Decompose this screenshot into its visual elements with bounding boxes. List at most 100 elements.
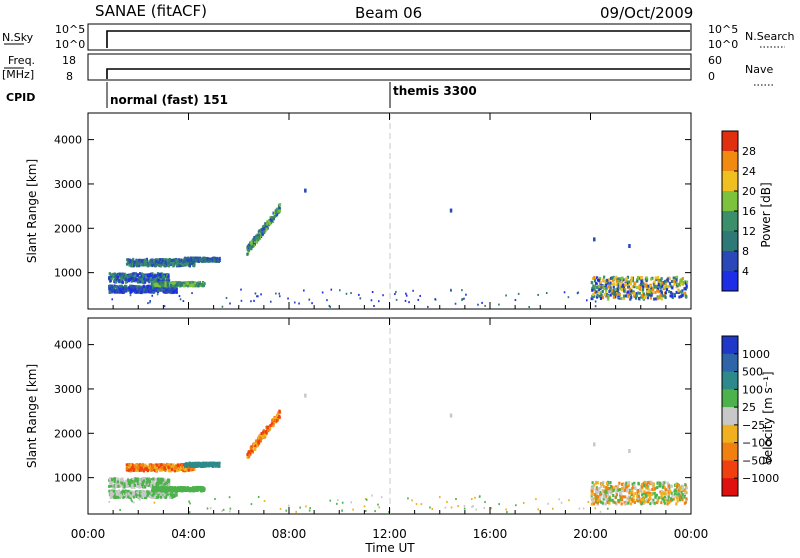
colorbar-segment (722, 353, 738, 373)
echo-cell (151, 286, 154, 290)
echo-cell (269, 300, 272, 303)
echo-cell (278, 295, 281, 298)
echo-cell (192, 264, 196, 268)
echo-cell (649, 296, 653, 300)
echo-cell (599, 296, 603, 300)
echo-cell (159, 272, 162, 276)
echo-cell (270, 215, 273, 219)
echo-cell (136, 479, 139, 483)
echo-cell (174, 281, 177, 285)
echo-cell (159, 275, 162, 279)
echo-cell (506, 511, 508, 514)
echo-cell (378, 506, 380, 509)
echo-cell (364, 498, 367, 501)
echo-cell (622, 296, 626, 300)
echo-cell (140, 468, 143, 472)
echo-cell (108, 276, 111, 280)
echo-cell (144, 478, 147, 482)
echo-cell (330, 288, 333, 291)
echo-cell (276, 208, 279, 212)
echo-cell (128, 463, 131, 467)
echo-cell (609, 286, 612, 290)
echo-cell (634, 296, 638, 300)
echo-cell (629, 297, 632, 301)
echo-cell (605, 294, 608, 298)
echo-cell (130, 492, 133, 496)
echo-cell (124, 284, 127, 288)
echo-cell (157, 288, 160, 292)
echo-cell (661, 497, 664, 501)
echo-cell (627, 484, 630, 488)
echo-cell (250, 300, 252, 303)
echo-cell (169, 496, 172, 500)
echo-cell (660, 281, 663, 285)
echo-cell (616, 489, 619, 493)
echo-cell (156, 258, 159, 262)
echo-cell (145, 285, 148, 289)
echo-cell (147, 484, 150, 488)
echo-cell (659, 289, 662, 293)
echo-cell (547, 502, 550, 505)
echo-cell (637, 291, 640, 295)
echo-cell (195, 258, 198, 262)
echo-cell (658, 481, 662, 485)
echo-cell (176, 468, 179, 472)
echo-cell (630, 295, 633, 299)
echo-cell (612, 282, 615, 286)
echo-cell (269, 424, 272, 428)
echo-cell (189, 463, 193, 467)
echo-cell (153, 501, 156, 504)
echo-cell (628, 244, 631, 249)
echo-cell (592, 502, 596, 506)
echo-cell (614, 501, 617, 505)
echo-cell (602, 480, 605, 484)
echo-cell (188, 467, 191, 471)
echo-cell (214, 259, 217, 263)
echo-cell (135, 493, 138, 497)
echo-cell (190, 468, 193, 472)
echo-cell (156, 484, 160, 488)
echo-cell (633, 484, 636, 488)
echo-cell (260, 431, 263, 435)
echo-cell (152, 281, 155, 285)
echo-cell (329, 499, 332, 502)
echo-cell (133, 464, 136, 468)
echo-cell (152, 259, 155, 263)
echo-cell (614, 288, 617, 292)
echo-cell (150, 286, 153, 290)
y-tick-label: 3000 (54, 178, 82, 191)
echo-cell (159, 278, 163, 282)
colorbar-segment (722, 442, 738, 461)
echo-cell (108, 284, 112, 288)
echo-cell (620, 288, 623, 292)
echo-cell (265, 227, 268, 231)
echo-cell (627, 290, 630, 294)
echo-cell (285, 509, 288, 512)
echo-cell (625, 500, 628, 504)
echo-cell (118, 290, 121, 294)
echo-cell (670, 491, 673, 495)
echo-cell (341, 501, 344, 504)
echo-cell (135, 261, 139, 265)
echo-cell (641, 287, 645, 291)
echo-cell (191, 464, 194, 468)
echo-cell (463, 504, 466, 507)
echo-cell (639, 488, 642, 492)
echo-cell (167, 463, 170, 467)
echo-cell (175, 465, 178, 469)
colorbar-tick-label: −500 (742, 454, 772, 467)
echo-cell (252, 442, 255, 446)
echo-cell (229, 507, 232, 510)
echo-cell (593, 291, 596, 295)
echo-cell (625, 481, 628, 485)
echo-cell (407, 497, 409, 500)
echo-cell (250, 240, 253, 244)
echo-cell (196, 462, 199, 466)
echo-cell (604, 281, 607, 285)
echo-cell (578, 507, 581, 510)
echo-cell (262, 429, 265, 433)
echo-cell (151, 493, 154, 497)
colorbar-segment (722, 191, 738, 212)
colorbar-tick-label: 1000 (742, 348, 770, 361)
echo-cell (171, 263, 174, 267)
